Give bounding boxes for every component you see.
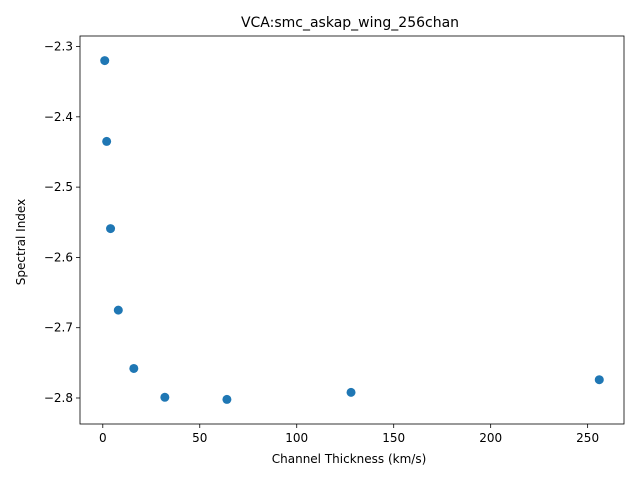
data-point-2 [106,224,116,234]
x-tick-label: 50 [192,431,207,445]
x-tick-label: 0 [99,431,107,445]
y-tick-label: −2.3 [44,40,73,54]
data-point-5 [160,392,170,402]
x-tick-label: 200 [479,431,502,445]
data-points [100,56,604,404]
data-point-1 [102,136,112,146]
y-axis-label: Spectral Index [14,199,28,285]
x-tick-label: 100 [285,431,308,445]
plot-frame [79,35,625,425]
y-tick-label: −2.5 [44,180,73,194]
y-tick-label: −2.8 [44,391,73,405]
y-tick-label: −2.6 [44,250,73,264]
y-tick-label: −2.7 [44,321,73,335]
chart-title: VCA:smc_askap_wing_256chan [241,15,459,31]
data-point-4 [129,363,139,373]
x-tick-label: 250 [576,431,599,445]
y-tick-label: −2.4 [44,110,73,124]
x-axis-label: Channel Thickness (km/s) [272,452,427,466]
data-point-7 [346,387,356,397]
data-point-3 [113,305,123,315]
data-point-8 [594,375,604,385]
x-tick-label: 150 [382,431,405,445]
data-point-6 [222,394,232,404]
y-axis-ticks: −2.8 −2.7 −2.6 −2.5 −2.4 −2.3 [44,40,80,405]
data-point-0 [100,56,110,66]
x-axis-ticks: 0 50 100 150 200 250 [99,424,599,445]
